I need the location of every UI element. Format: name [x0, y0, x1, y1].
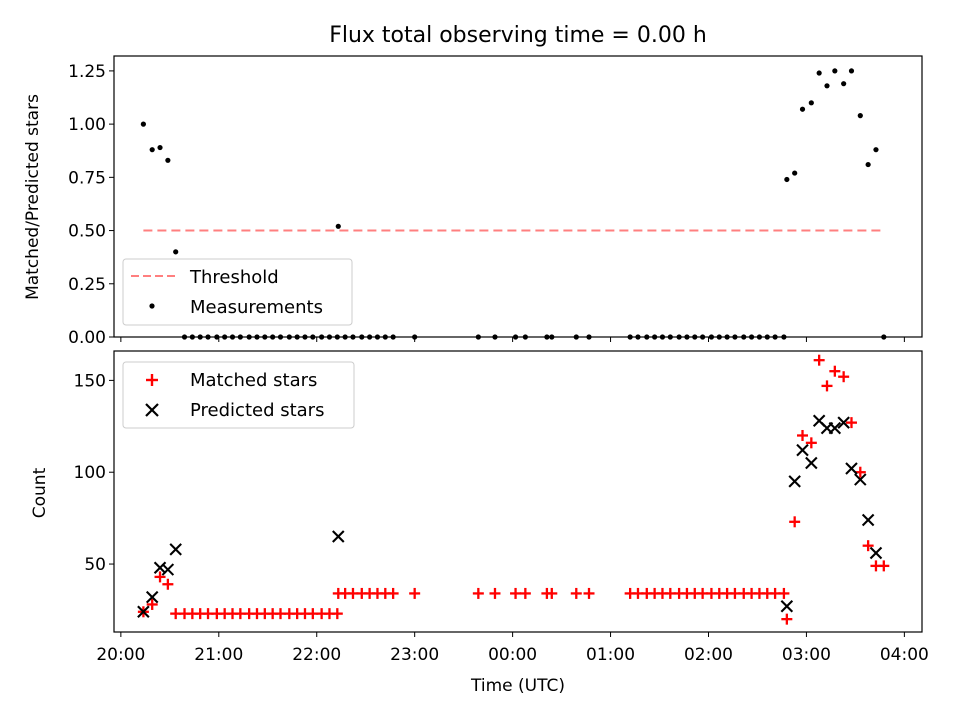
bottom-y-tick-label: 100: [74, 463, 106, 483]
matched-star-point: [154, 571, 166, 583]
measurement-point: [857, 113, 863, 119]
predicted-star-point: [780, 600, 794, 613]
matched-star-point: [472, 587, 484, 599]
measurement-point: [149, 147, 155, 153]
matched-star-point: [821, 380, 833, 392]
bottom-y-tick-label: 150: [74, 371, 106, 391]
matched-star-point: [510, 587, 522, 599]
matched-star-point: [797, 429, 809, 441]
top-legend: Threshold Measurements: [122, 258, 353, 326]
top-axis-ticks: 0.00 0.25 0.50 0.75 1.00 1.25: [68, 62, 905, 348]
legend-measurements-swatch: [149, 303, 155, 309]
predicted-star-point: [788, 475, 801, 488]
bottom-x-tick-label: 02:00: [684, 645, 733, 665]
top-y-tick-label: 1.00: [68, 115, 106, 135]
measurement-point: [865, 161, 871, 168]
measurement-point: [335, 223, 341, 229]
chart-title: Flux total observing time = 0.00 h: [329, 23, 707, 48]
matched-star-point: [838, 371, 850, 383]
measurement-point: [824, 83, 830, 89]
legend-label-predicted: Predicted stars: [190, 400, 324, 421]
top-y-tick-label: 0.75: [68, 168, 106, 188]
measurement-point: [792, 170, 798, 176]
matched-star-point: [519, 587, 531, 599]
matched-star-point: [387, 587, 399, 599]
matched-star-point: [813, 354, 825, 366]
predicted-star-point: [828, 421, 842, 435]
predicted-star-point: [854, 473, 867, 486]
matched-star-point: [829, 365, 841, 377]
top-y-tick-label: 0.25: [68, 275, 106, 295]
bottom-y-axis-label: Count: [30, 467, 50, 518]
bottom-legend: Matched stars Predicted stars: [122, 361, 355, 429]
predicted-star-point: [861, 513, 875, 527]
matched-star-point: [546, 587, 558, 599]
matched-star-point: [146, 598, 158, 610]
predicted-star-point: [145, 590, 159, 604]
bottom-axes-frame: [113, 350, 923, 633]
predicted-star-point: [169, 543, 182, 556]
measurement-point: [808, 100, 814, 106]
measurement-point: [140, 121, 146, 127]
bottom-x-tick-label: 03:00: [782, 645, 831, 665]
bottom-x-tick-label: 22:00: [292, 645, 341, 665]
matched-star-point: [878, 560, 890, 572]
bottom-x-tick-label: 00:00: [488, 645, 537, 665]
legend-label-matched: Matched stars: [190, 370, 317, 391]
top-y-tick-label: 0.00: [68, 328, 106, 348]
bottom-panel: Count 50 100 150 20:00 21:00 22:00 23:00 00:00 0…: [30, 350, 929, 696]
legend-matched-swatch: [146, 374, 158, 386]
predicted-star-point: [805, 456, 818, 470]
measurement-point: [173, 249, 179, 255]
top-y-tick-label: 1.25: [68, 62, 106, 82]
predicted-star-point: [332, 530, 345, 543]
bottom-y-tick-label: 50: [84, 555, 106, 575]
measurement-point: [157, 144, 163, 151]
measurement-point: [816, 70, 822, 76]
matched-star-point: [845, 417, 857, 429]
top-y-tick-label: 0.50: [68, 222, 106, 242]
measurement-point: [784, 176, 790, 183]
matched-star-point: [331, 608, 343, 620]
measurement-point: [873, 147, 879, 153]
measurement-point: [832, 68, 838, 74]
matched-star-point: [489, 587, 501, 599]
predicted-star-point: [161, 563, 175, 576]
x-axis-label: Time (UTC): [470, 676, 565, 696]
predicted-star-point: [137, 605, 150, 619]
top-panel: Flux total observing time = 0.00 h Match…: [23, 23, 923, 348]
bottom-x-tick-label: 21:00: [194, 645, 243, 665]
matched-star-point: [570, 587, 582, 599]
bottom-x-tick-label: 01:00: [586, 645, 635, 665]
measurement-point: [848, 68, 855, 74]
predicted-star-point: [845, 462, 858, 475]
bottom-x-tick-label: 20:00: [96, 645, 145, 665]
bottom-axis-ticks: 50 100 150 20:00 21:00 22:00 23:00 00:00 01:00 02…: [74, 371, 929, 665]
matched-star-point: [862, 540, 874, 552]
bottom-x-tick-label: 04:00: [880, 645, 929, 665]
legend-label-measurements: Measurements: [190, 297, 323, 318]
legend-predicted-swatch: [145, 403, 159, 417]
predicted-star-point: [796, 443, 809, 457]
measurement-point: [165, 157, 171, 163]
matched-star-point: [778, 587, 790, 599]
predicted-star-point: [869, 546, 883, 560]
measurement-point: [799, 106, 806, 112]
matched-star-point: [805, 437, 817, 449]
top-y-axis-label: Matched/Predicted stars: [23, 94, 43, 300]
measurement-point: [841, 81, 847, 87]
bottom-x-tick-label: 23:00: [390, 645, 439, 665]
top-axes-frame: [113, 55, 923, 338]
bottom-plot-area: [137, 354, 890, 625]
matched-star-point: [409, 587, 421, 599]
matched-star-point: [583, 587, 595, 599]
matched-star-point: [789, 516, 801, 528]
matched-star-point: [162, 578, 174, 590]
matched-star-point: [781, 613, 793, 625]
predicted-star-point: [837, 416, 850, 429]
legend-label-threshold: Threshold: [189, 267, 279, 288]
